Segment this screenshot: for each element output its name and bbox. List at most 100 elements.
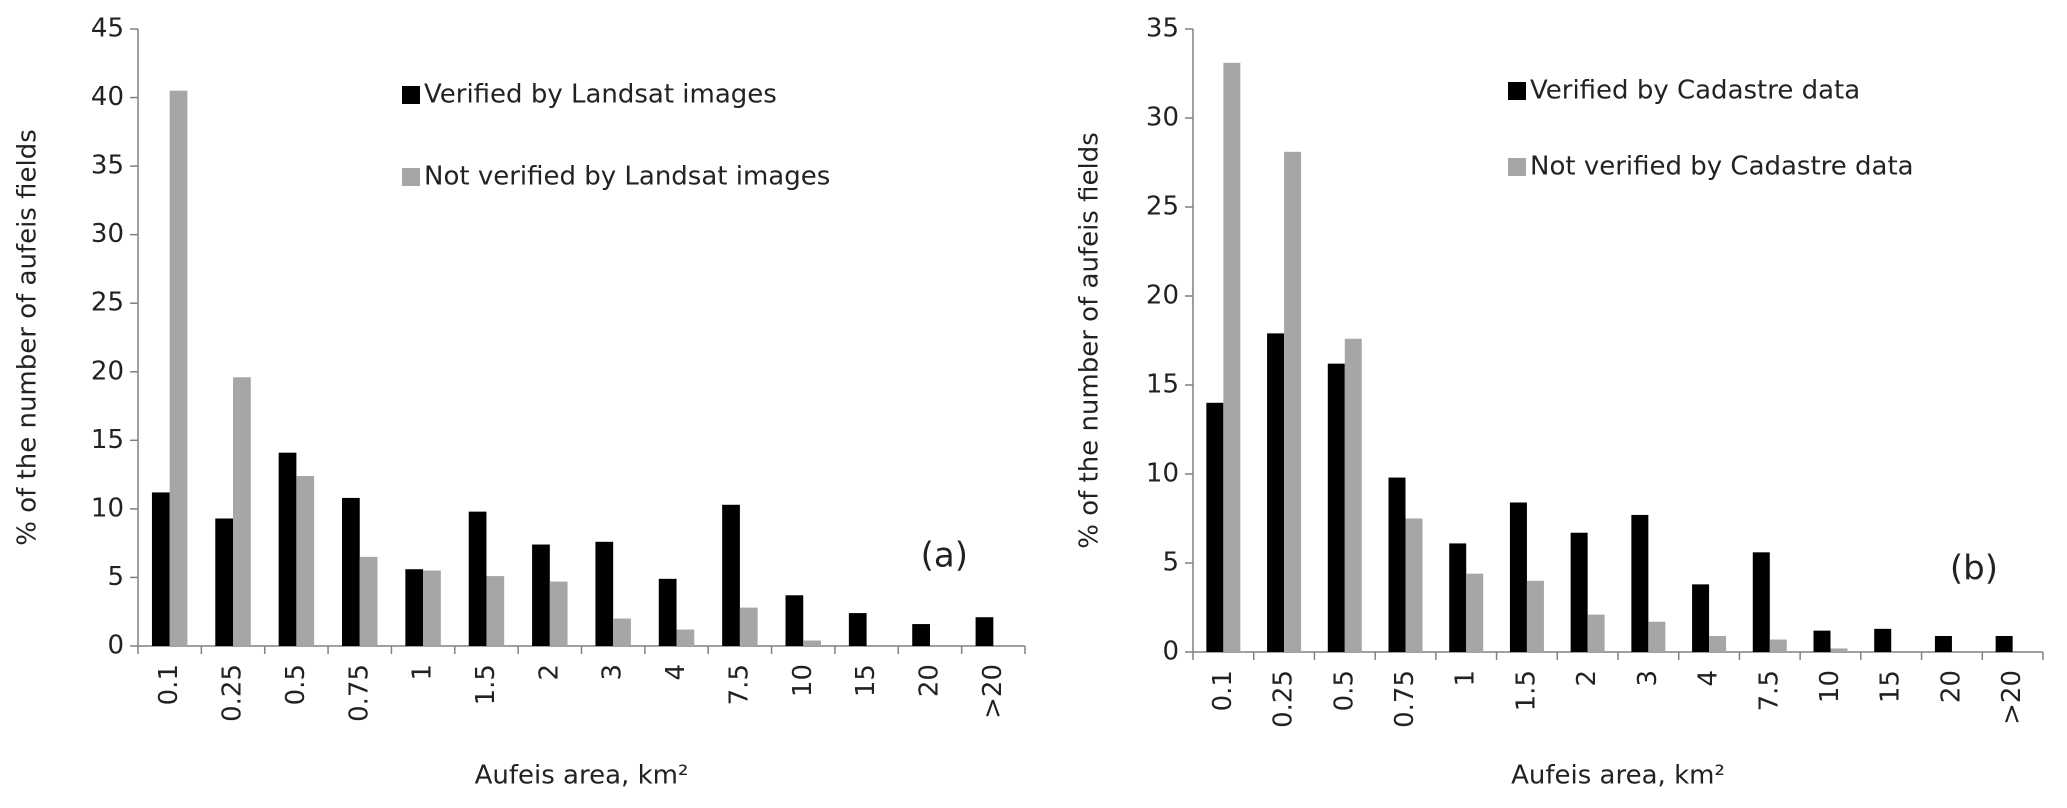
bar xyxy=(595,541,614,646)
bar xyxy=(1344,338,1362,652)
y-tick-label: 5 xyxy=(1162,548,1179,578)
bar xyxy=(722,504,740,646)
y-axis-title: % of the number of aufeis fields xyxy=(13,129,43,546)
bar xyxy=(1813,630,1831,652)
bar xyxy=(405,569,424,646)
bar xyxy=(1449,543,1467,652)
bar xyxy=(359,556,378,646)
y-tick-label: 0 xyxy=(107,631,124,661)
x-tick-label: 1 xyxy=(1451,670,1481,687)
bar xyxy=(486,576,505,646)
x-tick-label: 7.5 xyxy=(724,664,754,705)
bar xyxy=(1223,62,1241,652)
bar xyxy=(1327,363,1345,652)
bar xyxy=(1830,648,1848,652)
bar xyxy=(1284,151,1302,652)
y-tick-label: 15 xyxy=(91,425,124,455)
x-tick-label: 2 xyxy=(534,664,564,681)
bar xyxy=(739,607,758,646)
x-tick-label: 10 xyxy=(1815,670,1845,703)
x-tick-label: >20 xyxy=(1997,670,2027,725)
y-tick-label: 5 xyxy=(107,562,124,592)
x-tick-label: 0.25 xyxy=(218,664,248,722)
y-tick-label: 35 xyxy=(91,151,124,181)
x-tick-label: 2 xyxy=(1572,670,1602,687)
x-tick-label: 15 xyxy=(851,664,881,697)
y-axis-title: % of the number of aufeis fields xyxy=(1075,132,1105,549)
bar xyxy=(1995,635,2013,652)
x-tick-label: 0.75 xyxy=(344,664,374,722)
bar xyxy=(785,595,804,646)
bar xyxy=(1709,635,1727,652)
x-tick-label: 0.5 xyxy=(281,664,311,705)
bar xyxy=(278,452,297,646)
annotation: (a) xyxy=(921,536,968,576)
x-tick-label: 0.5 xyxy=(1329,670,1359,711)
x-tick-label: 0.25 xyxy=(1269,670,1299,728)
legend-label: Not verified by Landsat images xyxy=(424,162,830,192)
x-tick-label: 0.1 xyxy=(1208,670,1238,711)
x-tick-label: 3 xyxy=(598,664,628,681)
bar xyxy=(468,511,487,646)
bar xyxy=(975,617,994,646)
legend-swatch xyxy=(402,86,420,104)
bar xyxy=(549,581,568,646)
bar xyxy=(169,90,188,646)
bar xyxy=(676,629,695,646)
y-tick-label: 30 xyxy=(91,219,124,249)
bar xyxy=(1631,514,1649,652)
x-tick-label: 4 xyxy=(661,664,691,681)
bar xyxy=(1874,628,1892,652)
bar xyxy=(848,613,867,646)
bar xyxy=(1388,477,1406,652)
bar xyxy=(215,518,234,646)
bar xyxy=(1267,333,1285,652)
y-tick-label: 15 xyxy=(1146,370,1179,400)
bar xyxy=(532,544,550,646)
bar xyxy=(803,640,821,646)
legend-label: Verified by Cadastre data xyxy=(1530,76,1860,106)
y-tick-label: 30 xyxy=(1146,103,1179,133)
bar xyxy=(296,475,315,646)
bar xyxy=(233,377,251,646)
x-tick-label: 0.75 xyxy=(1390,670,1420,728)
x-tick-label: 1.5 xyxy=(1511,670,1541,711)
x-tick-label: 1 xyxy=(408,664,438,681)
legend-swatch xyxy=(1508,82,1526,100)
bar xyxy=(1466,573,1484,652)
x-tick-label: 4 xyxy=(1694,670,1724,687)
bar xyxy=(1648,621,1666,652)
bar xyxy=(1934,635,1952,652)
bar xyxy=(658,578,677,646)
bar xyxy=(342,497,360,646)
x-axis-title: Aufeis area, km² xyxy=(475,761,689,791)
y-tick-label: 40 xyxy=(91,82,124,112)
x-axis-title: Aufeis area, km² xyxy=(1511,761,1725,791)
bar xyxy=(1509,502,1527,652)
bar xyxy=(1570,532,1588,652)
bar xyxy=(1526,580,1544,652)
bar xyxy=(1752,552,1770,652)
x-tick-label: 15 xyxy=(1876,670,1906,703)
x-tick-label: 0.1 xyxy=(154,664,184,705)
x-tick-label: >20 xyxy=(978,664,1008,719)
bar xyxy=(1206,402,1224,652)
y-tick-label: 35 xyxy=(1146,14,1179,44)
x-tick-label: 10 xyxy=(788,664,818,697)
y-tick-label: 20 xyxy=(91,356,124,386)
legend-swatch xyxy=(402,168,420,186)
bar xyxy=(1405,518,1423,652)
bar xyxy=(1587,614,1605,652)
bar xyxy=(912,624,930,646)
bar xyxy=(613,618,631,646)
y-tick-label: 20 xyxy=(1146,281,1179,311)
legend-swatch xyxy=(1508,158,1526,176)
bar xyxy=(423,570,441,646)
y-tick-label: 10 xyxy=(1146,459,1179,489)
x-tick-label: 20 xyxy=(1936,670,1966,703)
y-tick-label: 25 xyxy=(91,288,124,318)
y-tick-label: 10 xyxy=(91,493,124,523)
y-tick-label: 0 xyxy=(1162,637,1179,667)
legend-label: Verified by Landsat images xyxy=(424,80,777,110)
